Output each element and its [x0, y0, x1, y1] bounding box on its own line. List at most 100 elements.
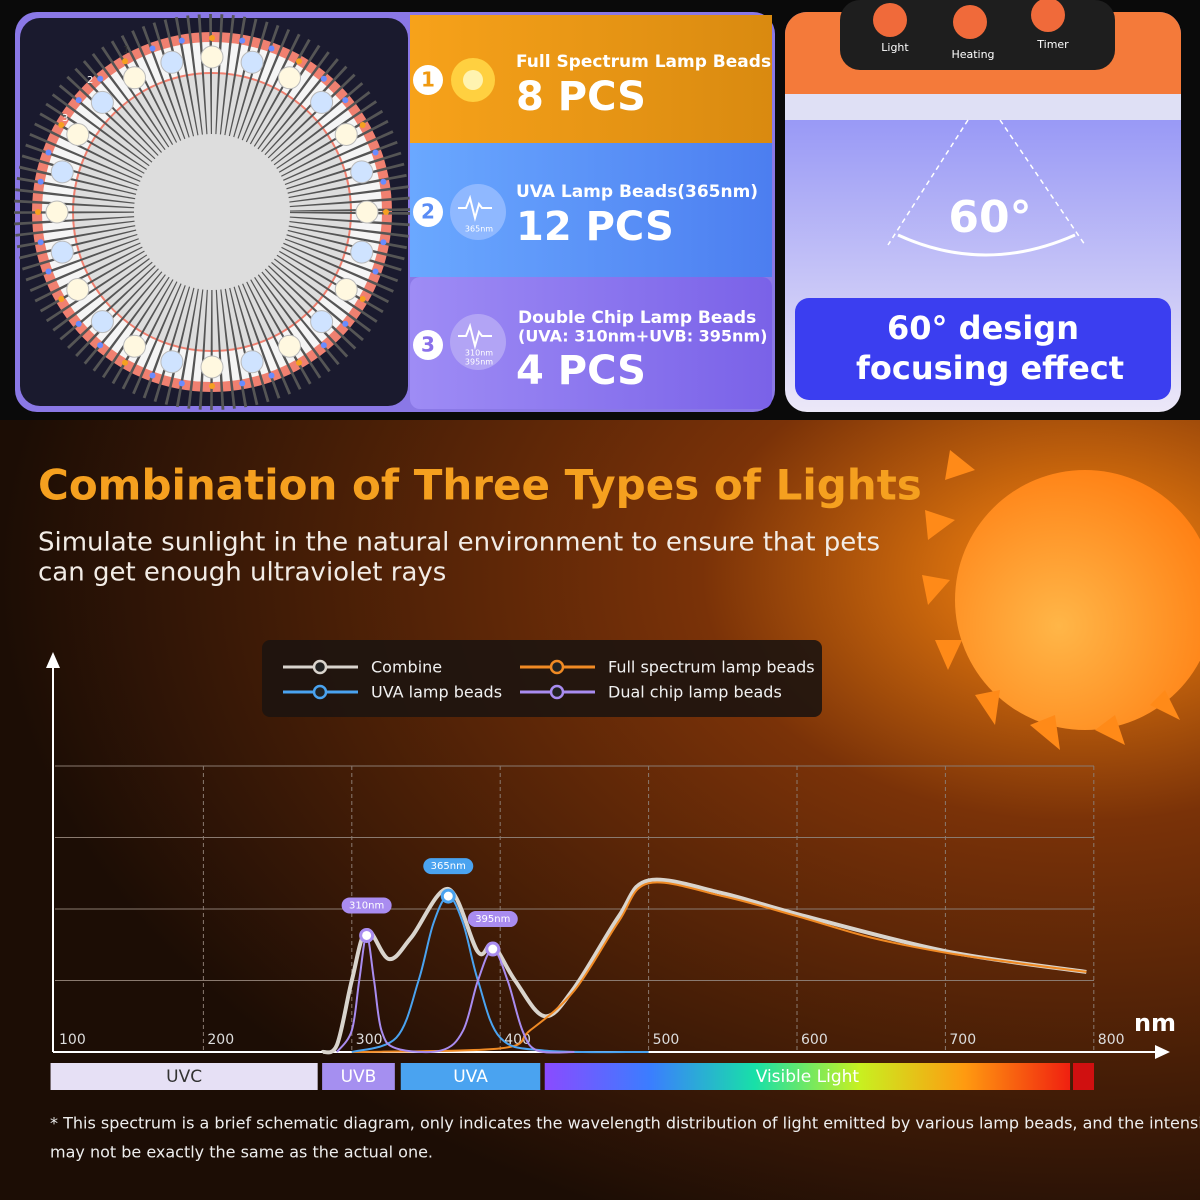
- band-label: UVB: [341, 1067, 377, 1087]
- legend-label: Combine: [371, 658, 442, 677]
- x-tick-label: 600: [801, 1032, 828, 1048]
- subtitle: can get enough ultraviolet rays: [38, 558, 446, 588]
- bead: [240, 50, 264, 74]
- dot: [75, 97, 82, 104]
- bead: [90, 310, 114, 334]
- dot: [178, 380, 185, 387]
- bead-1: 1 Full Spectrum Lamp Beads 8 PCS: [413, 52, 771, 120]
- footnote: * This spectrum is a brief schematic dia…: [50, 1114, 1200, 1133]
- legend-label: Full spectrum lamp beads: [608, 658, 815, 677]
- legend-label: UVA lamp beads: [371, 683, 502, 702]
- dot: [35, 209, 41, 215]
- series-line: [351, 881, 1087, 1053]
- dot: [380, 239, 387, 246]
- peak-label: 365nm: [431, 861, 466, 872]
- ring-label: 1: [123, 45, 129, 56]
- button: [873, 3, 907, 37]
- peak-tag: [423, 858, 474, 875]
- bead: [278, 66, 301, 90]
- band-tail: [1073, 1063, 1094, 1090]
- x-arrow: [1155, 1045, 1170, 1059]
- dot: [359, 122, 366, 128]
- angle-label: 60°: [948, 192, 1031, 243]
- legend-marker: [312, 684, 328, 700]
- x-tick-label: 700: [949, 1032, 976, 1048]
- peak-marker: [359, 927, 375, 943]
- dot: [342, 320, 349, 327]
- bead: [350, 240, 374, 264]
- legend-marker: [312, 659, 328, 675]
- icon-label: 365nm: [465, 225, 493, 234]
- legend-label: Dual chip lamp beads: [608, 683, 782, 702]
- dot: [45, 268, 52, 275]
- angle-arc: [897, 233, 1076, 257]
- bead: [278, 334, 301, 358]
- dot: [296, 359, 302, 366]
- dot: [37, 178, 44, 185]
- dot: [372, 268, 379, 275]
- sun: [922, 450, 1200, 750]
- footnote: may not be exactly the same as the actua…: [50, 1143, 433, 1162]
- band: [544, 1063, 1071, 1090]
- dot: [45, 149, 52, 156]
- icon-label: 310nm: [465, 349, 493, 358]
- dot: [320, 342, 327, 349]
- title: Combination of Three Types of Lights: [38, 461, 922, 510]
- legend-marker: [549, 659, 565, 675]
- dot: [320, 75, 327, 82]
- dot: [149, 372, 156, 379]
- bead-number: 3: [421, 333, 435, 357]
- bead-count: 12 PCS: [516, 204, 674, 250]
- band: [322, 1063, 395, 1090]
- focus-box: [795, 298, 1171, 400]
- bead-subtitle: (UVA: 310nm+UVB: 395nm): [518, 327, 767, 346]
- ring-label: 3: [62, 113, 68, 124]
- bead: [240, 350, 264, 374]
- bead-2: 2 365nm UVA Lamp Beads(365nm) 12 PCS: [413, 182, 758, 250]
- band-label: UVA: [453, 1067, 488, 1087]
- bead-title: UVA Lamp Beads(365nm): [516, 182, 758, 202]
- peak-tag: [467, 911, 518, 928]
- control-label: Heating: [951, 48, 994, 61]
- focus-text: 60° design: [887, 309, 1079, 347]
- dot: [209, 35, 215, 41]
- dot: [239, 37, 246, 44]
- band: [410, 277, 772, 409]
- x-tick-label: 100: [59, 1032, 86, 1048]
- x-tick-label: 800: [1098, 1032, 1125, 1048]
- dot: [75, 320, 82, 327]
- dot: [97, 75, 104, 82]
- band-label: Visible Light: [756, 1067, 860, 1087]
- dot: [122, 58, 128, 65]
- button: [1031, 0, 1065, 32]
- dot: [296, 58, 302, 65]
- button: [953, 5, 987, 39]
- bead-count: 4 PCS: [516, 348, 646, 394]
- x-axis-label: nm: [1134, 1009, 1176, 1037]
- bead: [310, 310, 334, 334]
- bead: [160, 350, 184, 374]
- bead: [334, 278, 358, 301]
- legend-box: [262, 640, 822, 717]
- x-tick-label: 300: [356, 1032, 383, 1048]
- legend-marker: [549, 684, 565, 700]
- band: [50, 1063, 318, 1090]
- bead: [200, 355, 224, 379]
- peak-marker: [485, 941, 501, 957]
- dot: [380, 178, 387, 185]
- dot: [122, 359, 128, 366]
- focus-text: focusing effect: [856, 349, 1124, 387]
- peak-marker: [440, 888, 456, 904]
- bead-title: Full Spectrum Lamp Beads: [516, 52, 771, 72]
- bead-count: 8 PCS: [516, 74, 646, 120]
- dot: [372, 149, 379, 156]
- series-line: [351, 895, 649, 1054]
- bead: [50, 240, 74, 264]
- dot: [383, 209, 389, 215]
- icon-label: 395nm: [465, 358, 493, 367]
- peak-tag: [341, 897, 392, 914]
- band-label: UVC: [166, 1067, 202, 1087]
- bead: [66, 278, 90, 301]
- dot: [149, 45, 156, 52]
